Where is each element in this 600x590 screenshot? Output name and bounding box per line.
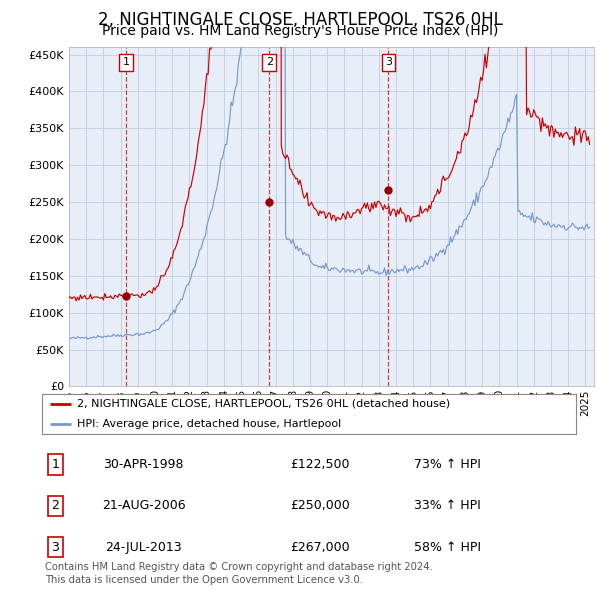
Text: £122,500: £122,500: [290, 458, 349, 471]
Text: 2, NIGHTINGALE CLOSE, HARTLEPOOL, TS26 0HL: 2, NIGHTINGALE CLOSE, HARTLEPOOL, TS26 0…: [98, 11, 502, 29]
Text: HPI: Average price, detached house, Hartlepool: HPI: Average price, detached house, Hart…: [77, 419, 341, 428]
Text: 30-APR-1998: 30-APR-1998: [103, 458, 184, 471]
Text: 3: 3: [385, 57, 392, 67]
Text: 33% ↑ HPI: 33% ↑ HPI: [415, 499, 481, 513]
Text: This data is licensed under the Open Government Licence v3.0.: This data is licensed under the Open Gov…: [45, 575, 363, 585]
Text: 2: 2: [52, 499, 59, 513]
Text: Contains HM Land Registry data © Crown copyright and database right 2024.: Contains HM Land Registry data © Crown c…: [45, 562, 433, 572]
Text: 58% ↑ HPI: 58% ↑ HPI: [415, 540, 481, 554]
Text: 21-AUG-2006: 21-AUG-2006: [101, 499, 185, 513]
Text: 2: 2: [266, 57, 273, 67]
Text: £250,000: £250,000: [290, 499, 350, 513]
Text: 2, NIGHTINGALE CLOSE, HARTLEPOOL, TS26 0HL (detached house): 2, NIGHTINGALE CLOSE, HARTLEPOOL, TS26 0…: [77, 399, 450, 408]
Text: 1: 1: [123, 57, 130, 67]
Text: 1: 1: [52, 458, 59, 471]
Text: 24-JUL-2013: 24-JUL-2013: [105, 540, 182, 554]
Text: £267,000: £267,000: [290, 540, 349, 554]
Text: 73% ↑ HPI: 73% ↑ HPI: [415, 458, 481, 471]
Text: Price paid vs. HM Land Registry's House Price Index (HPI): Price paid vs. HM Land Registry's House …: [102, 24, 498, 38]
Text: 3: 3: [52, 540, 59, 554]
